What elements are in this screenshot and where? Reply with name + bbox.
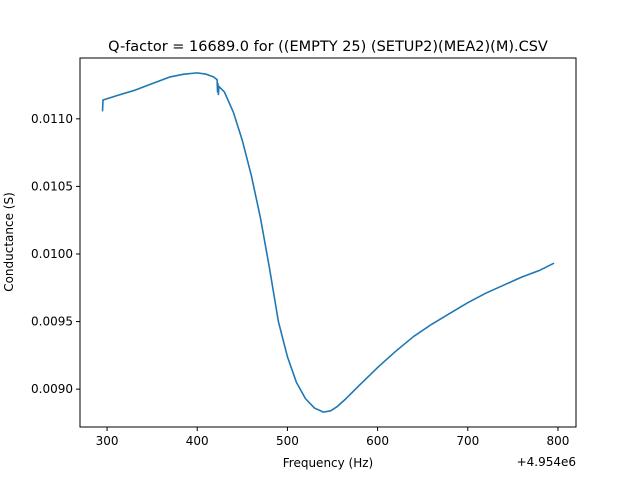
x-tick-label: 700	[456, 434, 479, 448]
x-offset-label: +4.954e6	[517, 455, 576, 469]
x-tick-label: 800	[547, 434, 570, 448]
x-axis: 300 400 500 600 700 800	[96, 427, 570, 448]
x-tick-label: 600	[366, 434, 389, 448]
y-tick-label: 0.0095	[31, 315, 73, 329]
y-axis-label: Conductance (S)	[2, 192, 16, 292]
y-tick-label: 0.0100	[31, 247, 73, 261]
chart-title: Q-factor = 16689.0 for ((EMPTY 25) (SETU…	[108, 39, 548, 55]
y-axis: 0.0090 0.0095 0.0100 0.0105 0.0110	[31, 112, 80, 396]
y-tick-label: 0.0110	[31, 112, 73, 126]
axes-frame	[79, 57, 577, 428]
x-axis-label: Frequency (Hz)	[283, 456, 374, 470]
plot-area	[101, 72, 555, 413]
y-tick-label: 0.0090	[31, 382, 73, 396]
series-line-0	[101, 72, 555, 413]
x-tick-label: 500	[276, 434, 299, 448]
x-tick-label: 300	[96, 434, 119, 448]
y-tick-label: 0.0105	[31, 179, 73, 193]
x-tick-label: 400	[186, 434, 209, 448]
